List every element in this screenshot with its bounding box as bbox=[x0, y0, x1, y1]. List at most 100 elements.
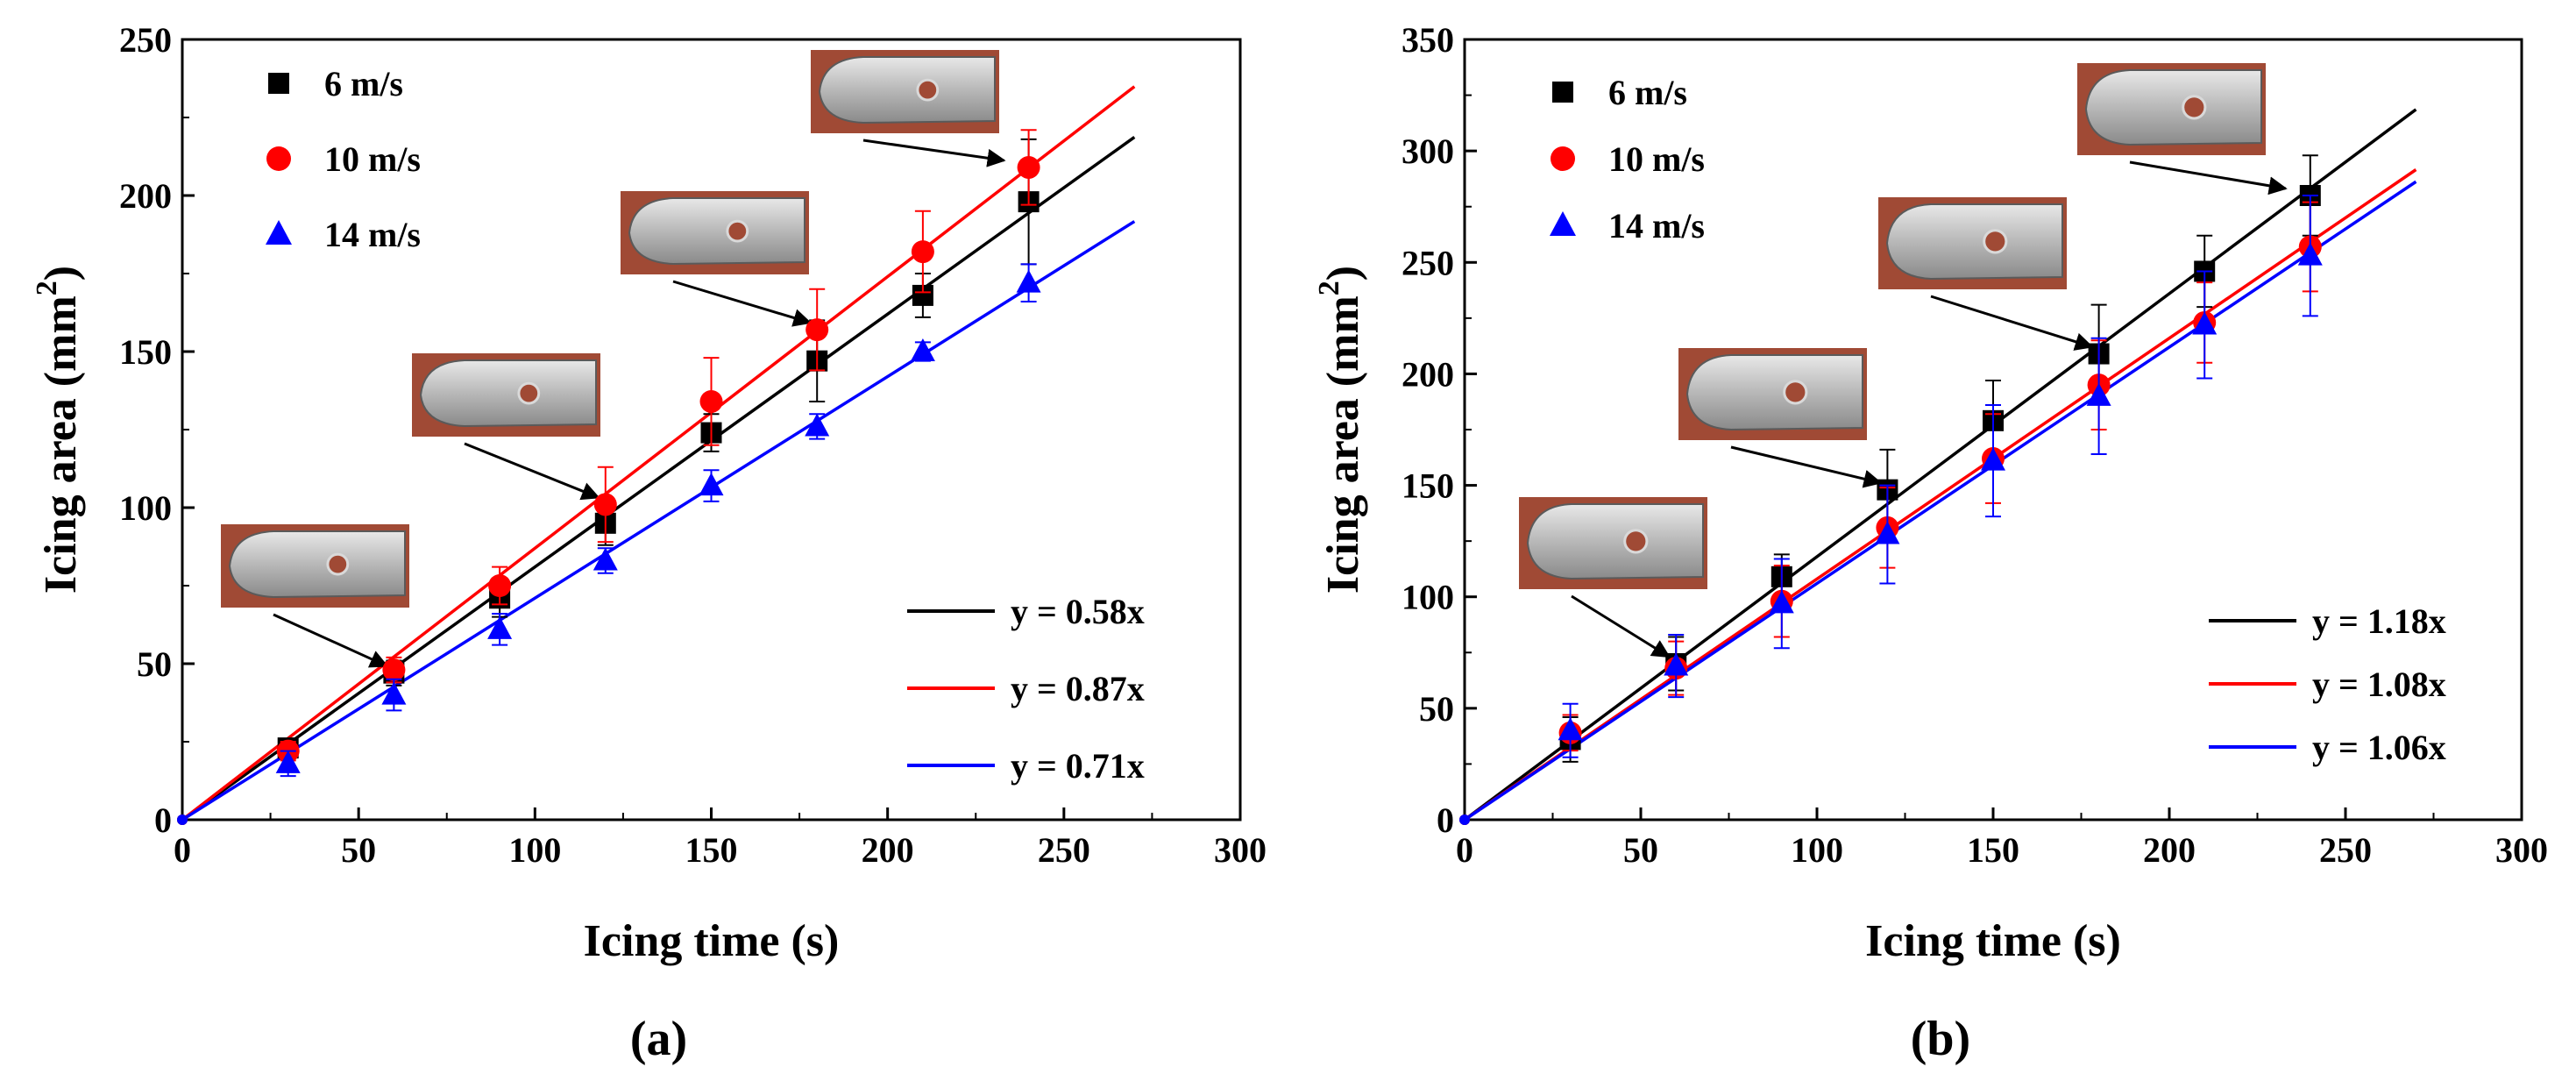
annotation-arrow bbox=[1730, 445, 1883, 488]
fit-line-0 bbox=[1463, 108, 2417, 822]
x-tick-label: 250 bbox=[1038, 830, 1090, 870]
fit-legend-label: y = 1.08x bbox=[2312, 665, 2446, 704]
x-axis-title: Icing time (s) bbox=[584, 916, 840, 966]
y-tick-label: 150 bbox=[119, 332, 172, 372]
x-tick-label: 0 bbox=[174, 830, 191, 870]
fit-legend-label: y = 0.87x bbox=[1011, 669, 1145, 708]
series-triangle bbox=[1459, 195, 2323, 825]
y-tick-label: 200 bbox=[119, 176, 172, 216]
y-axis-title-sup: 2 bbox=[1313, 281, 1345, 295]
panel-label: (b) bbox=[1911, 1012, 1970, 1066]
data-point-circle bbox=[382, 658, 406, 682]
origin-point bbox=[177, 814, 188, 825]
hole-marker bbox=[326, 552, 350, 576]
annotation-arrow bbox=[862, 139, 1006, 167]
series-triangle bbox=[177, 263, 1041, 825]
legend-label: 14 m/s bbox=[324, 215, 421, 254]
annotation-arrow bbox=[1571, 594, 1671, 658]
blade-ice-shape bbox=[1885, 203, 2063, 281]
y-axis-title: Icing area (mm2) bbox=[31, 266, 86, 594]
fit-legend-label: y = 1.18x bbox=[2312, 601, 2446, 641]
hole-marker bbox=[726, 219, 749, 243]
y-tick-label: 50 bbox=[137, 644, 172, 684]
data-point-triangle bbox=[2086, 382, 2111, 406]
y-axis-title-main: Icing area (mm bbox=[1318, 295, 1368, 594]
data-point-triangle bbox=[1664, 652, 1689, 676]
series-circle bbox=[177, 129, 1040, 825]
legend-marker-circle bbox=[266, 146, 291, 171]
data-point-triangle bbox=[1558, 717, 1583, 741]
data-point-circle bbox=[911, 240, 934, 264]
legend-marker-circle bbox=[1551, 146, 1575, 171]
y-axis-title: Icing area (mm2) bbox=[1313, 266, 1368, 594]
data-point-triangle bbox=[593, 547, 618, 571]
legend-marker-triangle bbox=[266, 220, 292, 245]
x-tick-label: 300 bbox=[1214, 830, 1267, 870]
blade-ice-shape bbox=[2084, 69, 2262, 146]
y-tick-label: 150 bbox=[1402, 466, 1454, 506]
annotation-arrow bbox=[273, 613, 389, 668]
hole-marker bbox=[517, 381, 541, 405]
series-square bbox=[177, 138, 1040, 825]
ice-photo-inset bbox=[412, 353, 600, 437]
data-point-circle bbox=[488, 574, 512, 597]
blade-ice-shape bbox=[818, 56, 996, 124]
x-tick-label: 0 bbox=[1456, 830, 1473, 870]
data-point-triangle bbox=[1875, 521, 1900, 544]
ice-photo-inset bbox=[811, 50, 999, 133]
data-point-triangle bbox=[699, 473, 724, 496]
annotation-arrow bbox=[464, 442, 600, 501]
x-tick-label: 100 bbox=[1791, 830, 1843, 870]
ice-photo-inset bbox=[2077, 63, 2266, 155]
y-tick-label: 0 bbox=[1437, 800, 1454, 840]
y-tick-label: 250 bbox=[1402, 243, 1454, 282]
x-tick-label: 200 bbox=[862, 830, 914, 870]
fit-line-1 bbox=[1464, 168, 2417, 822]
y-tick-label: 250 bbox=[119, 20, 172, 60]
y-tick-label: 300 bbox=[1402, 132, 1454, 171]
y-tick-label: 0 bbox=[154, 800, 172, 840]
hole-marker bbox=[1983, 229, 2008, 254]
panel-label: (a) bbox=[630, 1012, 687, 1066]
hole-marker bbox=[2182, 95, 2207, 120]
legend-marker-triangle bbox=[1550, 211, 1576, 236]
blade-ice-shape bbox=[419, 359, 597, 428]
fit-legend-label: y = 1.06x bbox=[2312, 728, 2446, 767]
data-point-triangle bbox=[487, 615, 513, 639]
origin-point bbox=[1459, 814, 1470, 825]
ice-photo-inset bbox=[1519, 497, 1707, 589]
annotation-arrow bbox=[2129, 160, 2288, 196]
x-tick-label: 200 bbox=[2143, 830, 2196, 870]
legend-label: 14 m/s bbox=[1608, 206, 1705, 245]
y-tick-label: 350 bbox=[1402, 20, 1454, 60]
chart-panel-b: 0 50 100 150 200 250 300 0 50 100 150 200 250 300 350 I… bbox=[1313, 20, 2548, 1066]
fit-line-0 bbox=[181, 136, 1136, 822]
y-tick-label: 100 bbox=[1402, 578, 1454, 617]
annotation-arrow bbox=[1930, 295, 2094, 351]
legend-marker-square bbox=[1552, 82, 1573, 103]
legend-marker-square bbox=[268, 73, 289, 94]
x-tick-label: 150 bbox=[1967, 830, 2019, 870]
x-tick-label: 100 bbox=[508, 830, 561, 870]
x-tick-label: 250 bbox=[2319, 830, 2372, 870]
y-tick-label: 200 bbox=[1402, 354, 1454, 394]
y-tick-label: 50 bbox=[1419, 689, 1454, 729]
blade-ice-shape bbox=[1526, 503, 1704, 580]
data-point-triangle bbox=[1769, 590, 1794, 614]
legend-label: 6 m/s bbox=[324, 64, 403, 103]
x-tick-label: 50 bbox=[341, 830, 376, 870]
data-point-triangle bbox=[805, 413, 830, 437]
data-point-triangle bbox=[2297, 242, 2323, 266]
x-tick-label: 300 bbox=[2495, 830, 2548, 870]
legend-label: 6 m/s bbox=[1608, 73, 1687, 112]
blade-ice-shape bbox=[628, 197, 805, 266]
fit-legend-label: y = 0.58x bbox=[1011, 592, 1145, 631]
data-point-triangle bbox=[910, 338, 935, 361]
hole-marker bbox=[916, 78, 940, 102]
data-point-triangle bbox=[2192, 311, 2218, 335]
x-axis-title: Icing time (s) bbox=[1865, 916, 2121, 966]
data-point-triangle bbox=[275, 750, 301, 773]
data-point-triangle bbox=[1016, 269, 1041, 293]
blade-ice-shape bbox=[1685, 354, 1863, 431]
